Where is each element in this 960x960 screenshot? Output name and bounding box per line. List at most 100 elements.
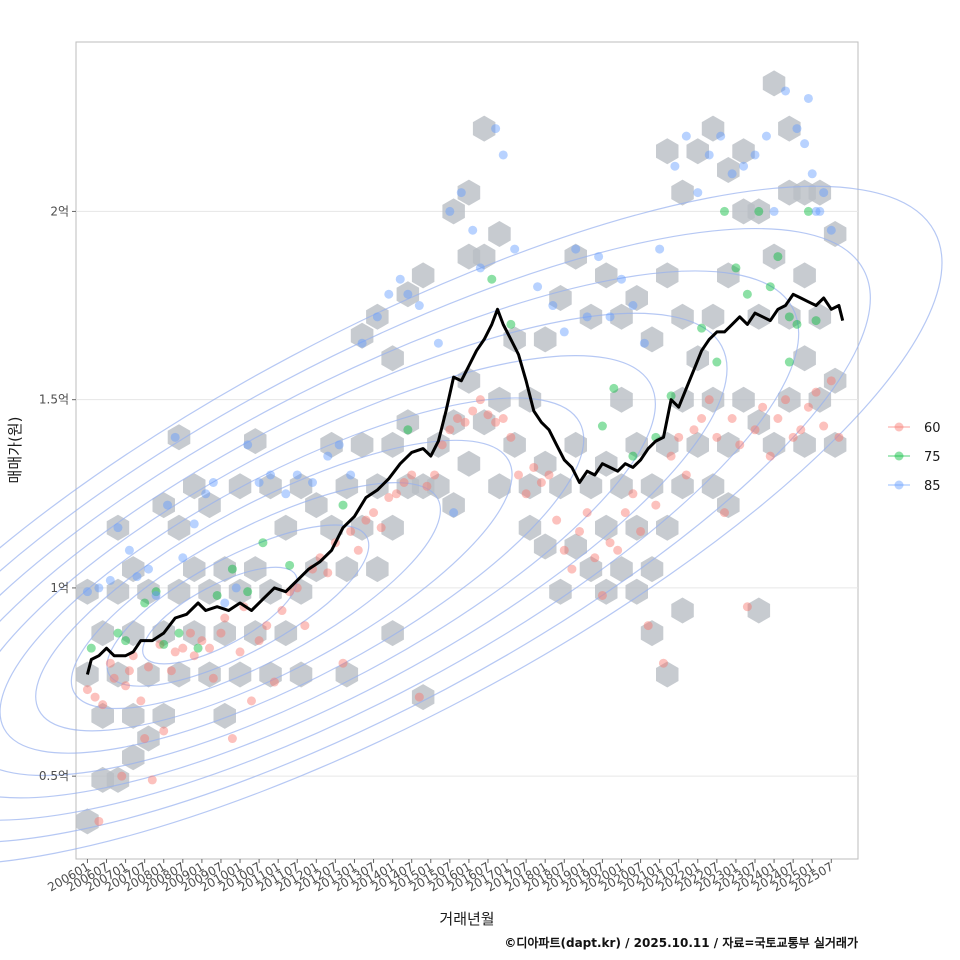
scatter-point-60 xyxy=(750,425,760,435)
x-axis-title: 거래년월 xyxy=(439,910,494,928)
density-contour xyxy=(35,439,513,732)
scatter-point-60 xyxy=(220,613,230,623)
hexbin-cell xyxy=(778,386,801,413)
hexbin-cell xyxy=(472,115,496,142)
scatter-point-60 xyxy=(346,526,356,536)
hexbin-cell xyxy=(701,386,725,413)
hexbin-cell xyxy=(762,70,786,97)
hexbin-cell xyxy=(533,450,557,477)
scatter-point-85 xyxy=(739,161,749,171)
hexbin-cell xyxy=(167,424,191,451)
hexbin-cell xyxy=(579,473,603,500)
hexbin-cell xyxy=(381,345,404,372)
scatter-point-75 xyxy=(811,316,821,326)
hexbin-cell xyxy=(793,262,816,289)
hexbin-cell xyxy=(167,578,191,605)
scatter-point-60 xyxy=(105,658,115,668)
hexbin-cell xyxy=(579,556,603,583)
scatter-point-85 xyxy=(819,188,829,198)
scatter-point-60 xyxy=(338,658,348,668)
scatter-point-85 xyxy=(811,206,821,216)
scatter-point-60 xyxy=(697,413,707,423)
scatter-point-75 xyxy=(609,383,619,393)
scatter-point-85 xyxy=(491,124,501,134)
scatter-point-85 xyxy=(826,225,836,235)
hexbin-cell xyxy=(228,661,252,688)
scatter-point-85 xyxy=(571,244,581,254)
hexbin-cell xyxy=(610,386,633,413)
y-tick-label: 1.5억 xyxy=(39,393,69,407)
scatter-point-85 xyxy=(82,587,92,597)
scatter-point-85 xyxy=(403,289,413,299)
scatter-point-60 xyxy=(712,432,722,442)
scatter-point-60 xyxy=(124,666,134,676)
scatter-point-75 xyxy=(784,357,794,367)
scatter-point-75 xyxy=(140,598,150,608)
hexbin-cell xyxy=(640,326,664,353)
scatter-point-85 xyxy=(815,206,825,216)
scatter-point-60 xyxy=(491,417,501,427)
hexbin-cell xyxy=(350,322,374,349)
scatter-point-85 xyxy=(769,206,779,216)
scatter-point-85 xyxy=(792,124,802,134)
scatter-point-85 xyxy=(510,244,520,254)
scatter-point-85 xyxy=(201,489,211,499)
hexbin-cell xyxy=(610,303,633,330)
scatter-point-85 xyxy=(655,244,665,254)
scatter-point-60 xyxy=(643,621,653,631)
scatter-point-60 xyxy=(246,696,256,706)
scatter-point-75 xyxy=(697,323,707,333)
scatter-point-60 xyxy=(227,734,237,744)
density-contour xyxy=(0,270,800,821)
scatter-point-60 xyxy=(208,673,218,683)
scatter-point-60 xyxy=(506,432,516,442)
scatter-point-85 xyxy=(716,131,726,141)
y-tick-label: 0.5억 xyxy=(39,769,69,783)
hexbin-cell xyxy=(717,157,740,183)
scatter-point-60 xyxy=(437,440,447,450)
hexbin-cell xyxy=(472,409,496,436)
scatter-point-85 xyxy=(548,301,558,311)
hexbin-cell xyxy=(656,262,679,289)
scatter-point-60 xyxy=(811,387,821,397)
scatter-point-60 xyxy=(468,406,478,416)
hexbin-cell xyxy=(91,620,114,647)
y-axis-title: 매매가(원) xyxy=(6,417,24,484)
scatter-point-60 xyxy=(155,639,165,649)
hexbin-cell xyxy=(137,578,160,605)
hexbin-cell xyxy=(656,661,679,688)
scatter-point-85 xyxy=(143,564,153,574)
scatter-point-75 xyxy=(792,319,802,329)
hexbin-cell xyxy=(137,661,160,688)
density-contour xyxy=(0,185,943,866)
scatter-point-75 xyxy=(113,628,123,638)
scatter-point-85 xyxy=(254,478,264,488)
hexbin-cell xyxy=(442,409,465,436)
scatter-point-60 xyxy=(719,508,729,518)
scatter-point-60 xyxy=(117,771,127,781)
scatter-point-75 xyxy=(338,500,348,510)
scatter-point-60 xyxy=(674,432,684,442)
scatter-point-60 xyxy=(147,775,157,785)
scatter-point-85 xyxy=(803,93,813,103)
hexbin-cell xyxy=(137,725,160,752)
scatter-point-60 xyxy=(109,673,119,683)
scatter-point-60 xyxy=(445,425,455,435)
hexbin-cell xyxy=(289,661,313,688)
hexbin-cell xyxy=(198,661,221,688)
scatter-point-60 xyxy=(90,692,100,702)
hexbin-cell xyxy=(595,514,618,541)
density-contour xyxy=(142,566,298,665)
scatter-point-75 xyxy=(174,628,184,638)
scatter-point-85 xyxy=(475,263,485,273)
scatter-point-60 xyxy=(758,402,768,412)
scatter-point-85 xyxy=(616,274,626,284)
hexbin-cell xyxy=(717,431,740,458)
density-contour xyxy=(0,397,585,754)
hexbin-cell xyxy=(625,514,648,541)
scatter-point-60 xyxy=(300,621,310,631)
scatter-point-60 xyxy=(666,451,676,461)
scatter-point-85 xyxy=(243,440,253,450)
hexbin-cell xyxy=(701,303,725,330)
hexbin-cell xyxy=(640,556,664,583)
